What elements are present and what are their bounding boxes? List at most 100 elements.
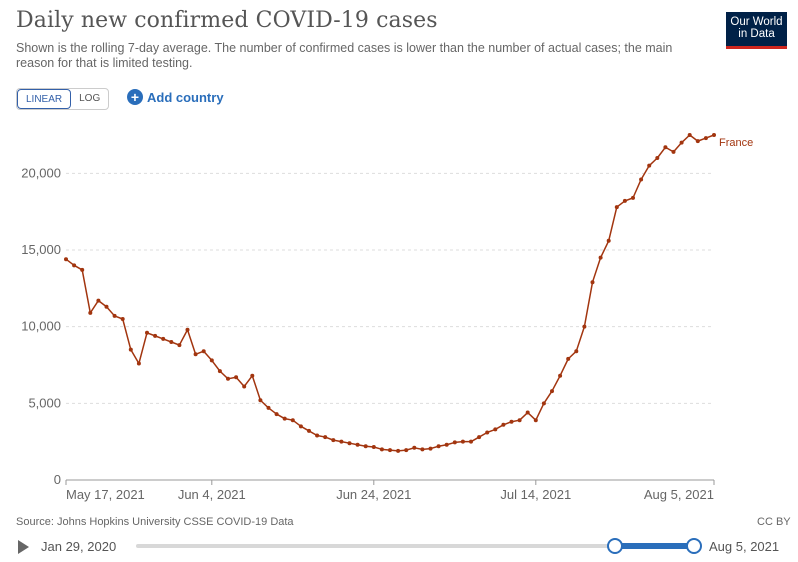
data-point xyxy=(541,401,546,406)
data-point xyxy=(647,163,652,168)
data-point xyxy=(274,412,279,417)
data-point xyxy=(412,445,417,450)
source-note: Source: Johns Hopkins University CSSE CO… xyxy=(16,516,294,528)
scale-toggle: LINEAR LOG xyxy=(16,88,110,110)
data-point xyxy=(679,140,684,145)
data-point xyxy=(655,156,660,160)
data-point xyxy=(460,439,465,444)
data-point xyxy=(420,447,425,452)
data-point xyxy=(509,419,514,424)
data-point xyxy=(161,336,166,341)
grid-layer xyxy=(66,172,714,404)
data-point xyxy=(485,430,490,435)
data-point xyxy=(606,238,611,243)
data-point xyxy=(558,373,563,378)
add-country-button[interactable]: + Add country xyxy=(127,89,224,105)
data-point xyxy=(687,133,692,137)
data-point xyxy=(177,343,182,348)
data-point xyxy=(355,442,360,447)
data-point xyxy=(404,448,409,453)
x-tick-label: Jun 24, 2021 xyxy=(336,487,411,502)
line-chart: 0 5,000 10,000 15,000 20,000 May 17, 2021 Jun… xyxy=(21,133,753,502)
timeline: Jan 29, 2020 Aug 5, 2021 xyxy=(0,534,798,558)
data-point xyxy=(469,439,473,444)
data-point xyxy=(88,310,93,315)
data-point xyxy=(201,349,206,354)
data-point xyxy=(533,418,538,423)
y-tick-label: 10,000 xyxy=(21,319,61,334)
data-point xyxy=(363,444,368,449)
data-point xyxy=(136,361,141,366)
data-point xyxy=(598,255,603,260)
x-tick-label: May 17, 2021 xyxy=(66,487,145,502)
data-point xyxy=(323,435,328,440)
data-point xyxy=(258,398,263,403)
data-point xyxy=(671,149,676,154)
data-point xyxy=(501,422,506,427)
data-point xyxy=(622,198,627,203)
data-point xyxy=(379,447,384,452)
data-point xyxy=(550,389,554,394)
data-point xyxy=(639,177,644,182)
data-point xyxy=(582,324,587,329)
data-point xyxy=(128,347,133,352)
add-country-label: Add country xyxy=(147,89,224,105)
data-point xyxy=(145,330,149,335)
chart-subtitle: Shown is the rolling 7-day average. The … xyxy=(16,41,673,70)
log-scale-button[interactable]: LOG xyxy=(79,93,101,104)
data-point xyxy=(209,358,214,363)
linear-scale-button[interactable]: LINEAR xyxy=(17,89,72,109)
data-point xyxy=(72,263,77,268)
data-point xyxy=(631,195,635,200)
data-point xyxy=(185,327,190,332)
data-point xyxy=(525,410,530,415)
timeline-track[interactable] xyxy=(136,544,694,548)
logo-line-2: in Data xyxy=(738,28,775,40)
x-tick-label: Jun 4, 2021 xyxy=(178,487,246,502)
data-point xyxy=(120,317,125,321)
data-point xyxy=(242,384,247,389)
data-point xyxy=(590,280,595,285)
data-point xyxy=(153,333,158,338)
data-point xyxy=(234,375,239,380)
data-point xyxy=(663,145,668,150)
data-point xyxy=(614,205,619,210)
x-tick-label: Aug 5, 2021 xyxy=(644,487,714,502)
data-point xyxy=(217,369,222,374)
play-icon[interactable] xyxy=(18,540,29,554)
data-point xyxy=(428,446,433,451)
timeline-end-label: Aug 5, 2021 xyxy=(709,539,780,554)
series-label-france[interactable]: France xyxy=(719,137,753,149)
license-label[interactable]: CC BY xyxy=(757,516,791,528)
plus-icon: + xyxy=(127,89,143,105)
data-point xyxy=(712,133,716,137)
data-point xyxy=(64,257,68,262)
data-point xyxy=(266,405,271,410)
data-point xyxy=(250,373,255,378)
y-tick-label: 20,000 xyxy=(21,165,61,180)
timeline-end-handle[interactable] xyxy=(686,538,702,554)
data-point xyxy=(444,442,449,447)
data-point xyxy=(452,440,457,445)
timeline-start-label: Jan 29, 2020 xyxy=(41,539,117,554)
chart-title: Daily new confirmed COVID-19 cases xyxy=(16,8,438,33)
data-point xyxy=(169,340,174,344)
data-point xyxy=(226,376,230,381)
y-axis: 0 5,000 10,000 15,000 20,000 xyxy=(21,165,61,487)
x-axis: May 17, 2021 Jun 4, 2021 Jun 24, 2021 Jul 1… xyxy=(65,479,715,502)
data-point xyxy=(396,448,401,453)
data-point xyxy=(477,435,482,440)
data-point xyxy=(703,136,708,141)
data-point xyxy=(388,448,392,453)
data-point xyxy=(339,439,344,444)
data-point xyxy=(290,418,295,423)
data-point xyxy=(307,428,311,433)
data-point xyxy=(282,416,287,421)
y-tick-label: 5,000 xyxy=(28,395,61,410)
timeline-start-handle[interactable] xyxy=(607,538,623,554)
data-point xyxy=(193,352,198,357)
data-point xyxy=(104,304,109,309)
data-point xyxy=(371,445,376,450)
owid-logo[interactable]: Our World in Data xyxy=(726,12,787,49)
data-point xyxy=(331,438,336,443)
